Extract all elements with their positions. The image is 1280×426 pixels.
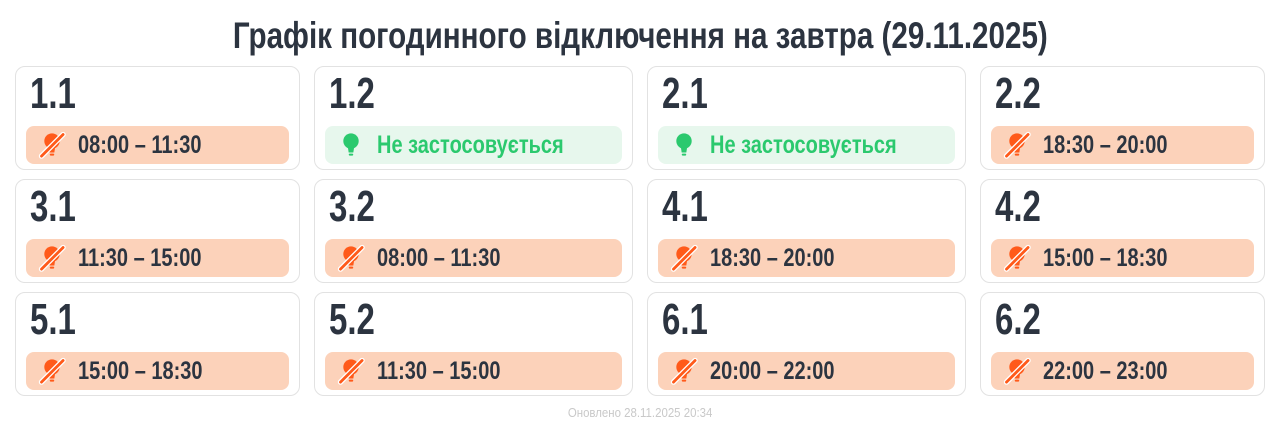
schedule-grid: 1.1 — [15, 66, 1265, 396]
bulb-off-icon — [1003, 131, 1032, 159]
group-id: 6.2 — [995, 295, 1042, 344]
group-card: 4.2 — [980, 179, 1265, 283]
status-text: 22:00 – 23:00 — [1043, 357, 1168, 385]
group-id: 2.1 — [662, 69, 708, 118]
status-badge: 11:30 – 15:00 — [26, 239, 289, 277]
bulb-off-icon — [337, 357, 365, 385]
group-id: 4.1 — [662, 182, 708, 231]
bulb-off-icon — [1003, 244, 1032, 272]
status-badge: 11:30 – 15:00 — [324, 352, 622, 390]
status-text: Не застосовується — [710, 131, 897, 159]
group-id: 1.2 — [328, 69, 375, 118]
bulb-off-icon — [1003, 357, 1032, 385]
group-id: 2.2 — [995, 69, 1042, 118]
group-card: 6.1 — [647, 292, 967, 396]
page-title-text: Графік погодинного відключення на завтра… — [232, 15, 1048, 56]
bulb-off-icon — [38, 131, 66, 159]
status-text: 15:00 – 18:30 — [78, 357, 203, 385]
status-text: 20:00 – 22:00 — [710, 357, 835, 385]
status-text: 18:30 – 20:00 — [1043, 131, 1168, 159]
group-id: 5.2 — [328, 295, 375, 344]
status-badge: 08:00 – 11:30 — [324, 239, 622, 277]
group-id: 3.2 — [328, 182, 375, 231]
group-card: 1.2 — [313, 66, 633, 170]
status-badge: 20:00 – 22:00 — [658, 352, 956, 390]
status-badge: 18:30 – 20:00 — [991, 126, 1254, 164]
bulb-off-icon — [337, 244, 365, 272]
bulb-on-icon — [670, 131, 698, 159]
status-text: 11:30 – 15:00 — [78, 244, 202, 272]
bulb-off-icon — [670, 244, 698, 272]
bulb-off-icon — [670, 357, 698, 385]
group-id: 6.1 — [662, 295, 708, 344]
group-card: 2.2 — [980, 66, 1265, 170]
status-text: 08:00 – 11:30 — [78, 131, 202, 159]
status-text: 08:00 – 11:30 — [376, 244, 501, 272]
group-id: 5.1 — [30, 295, 76, 344]
group-card: 3.1 — [15, 179, 300, 283]
status-badge: Не застосовується — [324, 126, 622, 164]
group-card: 3.2 — [313, 179, 633, 283]
status-text: Не застосовується — [376, 131, 564, 159]
updated-timestamp-text: Оновлено 28.11.2025 20:34 — [567, 405, 713, 420]
status-badge: 18:30 – 20:00 — [658, 239, 956, 277]
status-badge: 15:00 – 18:30 — [26, 352, 289, 390]
group-card: 6.2 — [980, 292, 1265, 396]
group-card: 1.1 — [15, 66, 300, 170]
status-badge: Не застосовується — [658, 126, 956, 164]
group-card: 2.1 — [647, 66, 967, 170]
updated-timestamp: Оновлено 28.11.2025 20:34 — [0, 405, 1280, 420]
group-id: 4.2 — [995, 182, 1042, 231]
group-id: 1.1 — [30, 69, 76, 118]
status-text: 18:30 – 20:00 — [710, 244, 835, 272]
status-badge: 22:00 – 23:00 — [991, 352, 1254, 390]
status-text: 11:30 – 15:00 — [376, 357, 501, 385]
group-card: 5.2 — [313, 292, 633, 396]
bulb-off-icon — [38, 357, 66, 385]
status-badge: 08:00 – 11:30 — [26, 126, 289, 164]
bulb-on-icon — [337, 131, 365, 159]
page-title: Графік погодинного відключення на завтра… — [0, 12, 1280, 60]
group-card: 5.1 — [15, 292, 300, 396]
status-text: 15:00 – 18:30 — [1043, 244, 1168, 272]
status-badge: 15:00 – 18:30 — [991, 239, 1254, 277]
group-id: 3.1 — [30, 182, 76, 231]
bulb-off-icon — [38, 244, 66, 272]
group-card: 4.1 — [647, 179, 967, 283]
